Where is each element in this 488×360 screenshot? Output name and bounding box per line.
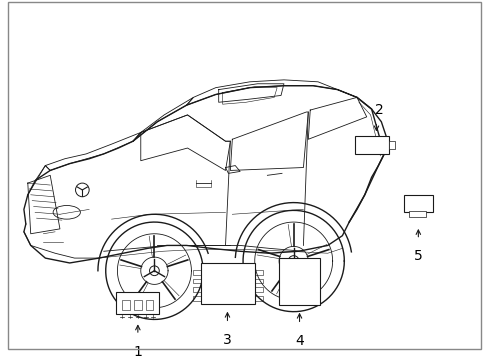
Bar [193, 279, 201, 283]
Bar [403, 195, 432, 212]
Bar [388, 141, 394, 149]
Bar [254, 287, 262, 292]
Bar [354, 136, 388, 154]
Bar [193, 270, 201, 275]
Bar [193, 287, 201, 292]
Text: 1: 1 [133, 345, 142, 359]
Text: 5: 5 [413, 249, 422, 263]
Bar [145, 300, 153, 310]
Bar [408, 211, 425, 217]
Text: 2: 2 [374, 103, 383, 117]
Bar [279, 258, 319, 305]
Bar [254, 270, 262, 275]
Text: 4: 4 [295, 334, 303, 348]
Bar [116, 292, 159, 314]
Bar [254, 296, 262, 301]
Bar [201, 263, 254, 304]
Bar [193, 296, 201, 301]
Bar [122, 300, 130, 310]
Bar [134, 300, 142, 310]
Text: 3: 3 [223, 333, 231, 347]
Bar [254, 279, 262, 283]
